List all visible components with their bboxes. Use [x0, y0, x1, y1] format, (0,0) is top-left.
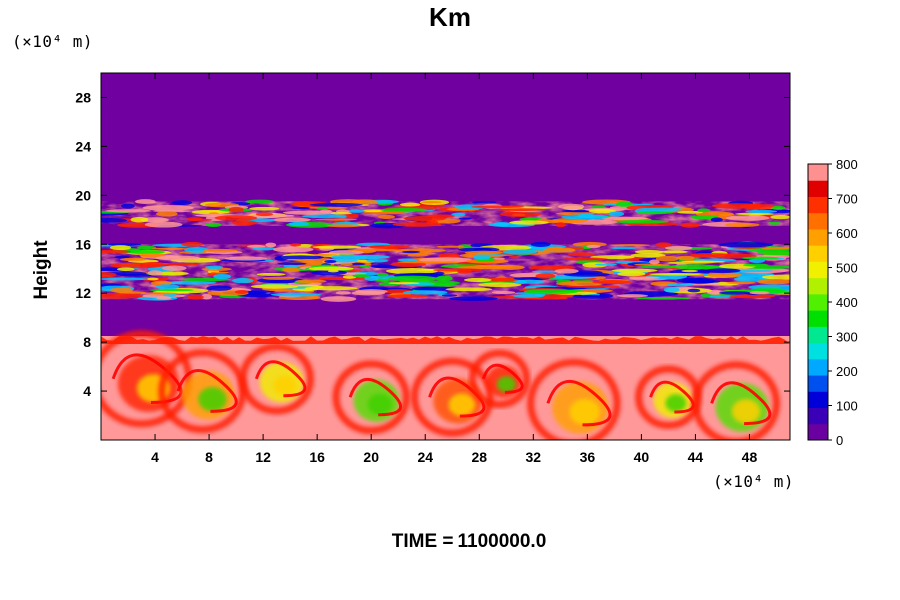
colorbar-tick-label: 0	[836, 433, 843, 448]
colorbar-swatch	[808, 423, 828, 441]
x-tick-label: 32	[526, 449, 542, 465]
x-tick-label: 16	[309, 449, 325, 465]
eddy	[691, 361, 780, 440]
eddy	[239, 343, 314, 415]
y-tick-label: 8	[83, 334, 91, 350]
y-tick-label: 12	[75, 285, 91, 301]
x-tick-label: 20	[363, 449, 379, 465]
middle-turbulent-layer	[101, 241, 790, 302]
colorbar-swatch	[808, 277, 828, 295]
colorbar-swatch	[808, 375, 828, 392]
colorbar-tick-label: 400	[836, 295, 858, 310]
x-tick-label: 40	[634, 449, 650, 465]
chart-title: Km	[429, 2, 471, 32]
x-tick-label: 4	[151, 449, 159, 465]
y-tick-label: 20	[75, 187, 91, 203]
colorbar-swatch	[808, 196, 828, 214]
colorbar-swatch	[808, 342, 828, 360]
colorbar: 0 100 200 300 400 500 600 700 800	[807, 157, 858, 448]
x-axis-ticks: 4 8 12 16 20 24 28 32 36 40 44 48	[151, 73, 757, 465]
y-axis-ticks: 4 8 12 16 20 24 28	[75, 89, 790, 399]
x-tick-label: 12	[255, 449, 271, 465]
colorbar-swatch	[808, 358, 828, 376]
colorbar-tick-label: 800	[836, 157, 858, 172]
colorbar-swatch	[808, 180, 828, 197]
colorbar-tick-label: 600	[836, 226, 858, 241]
x-tick-label: 28	[471, 449, 487, 465]
colorbar-tick-label: 100	[836, 399, 858, 414]
x-tick-label: 36	[580, 449, 596, 465]
y-tick-label: 24	[75, 138, 91, 154]
colorbar-tick-label: 200	[836, 364, 858, 379]
time-value: 1100000.0	[457, 531, 547, 552]
upper-turbulent-layer	[101, 199, 790, 229]
colorbar-swatch	[808, 164, 828, 181]
lower-layer-edge	[101, 336, 790, 345]
x-tick-label: 48	[742, 449, 758, 465]
colorbar-tick-label: 300	[836, 330, 858, 345]
x-tick-label: 24	[417, 449, 433, 465]
eddy	[332, 360, 410, 435]
y-tick-label: 4	[83, 383, 91, 399]
colorbar-swatch	[808, 326, 828, 344]
plot-frame	[100, 72, 791, 441]
colorbar-swatch	[808, 245, 828, 262]
time-label: TIME =	[391, 531, 454, 552]
colorbar-tick-label: 500	[836, 261, 858, 276]
eddy	[527, 358, 621, 440]
colorbar-tick-label: 700	[836, 192, 858, 207]
colorbar-swatch	[808, 228, 828, 246]
x-tick-label: 44	[688, 449, 704, 465]
y-tick-label: 28	[75, 89, 91, 105]
colorbar-swatch	[808, 391, 828, 409]
heatmap-field	[101, 73, 790, 440]
colorbar-swatch	[808, 261, 828, 279]
x-tick-label: 8	[205, 449, 213, 465]
y-tick-label: 16	[75, 236, 91, 252]
x-axis-unit: (×10⁴ m)	[713, 472, 795, 491]
eddy	[469, 349, 531, 409]
colorbar-swatch	[808, 310, 828, 327]
colorbar-swatch	[808, 212, 828, 230]
time-caption: TIME = 1100000.0	[0, 531, 900, 553]
colorbar-swatch	[808, 293, 828, 311]
colorbar-swatch	[808, 407, 828, 425]
y-axis-unit: (×10⁴ m)	[12, 32, 94, 51]
